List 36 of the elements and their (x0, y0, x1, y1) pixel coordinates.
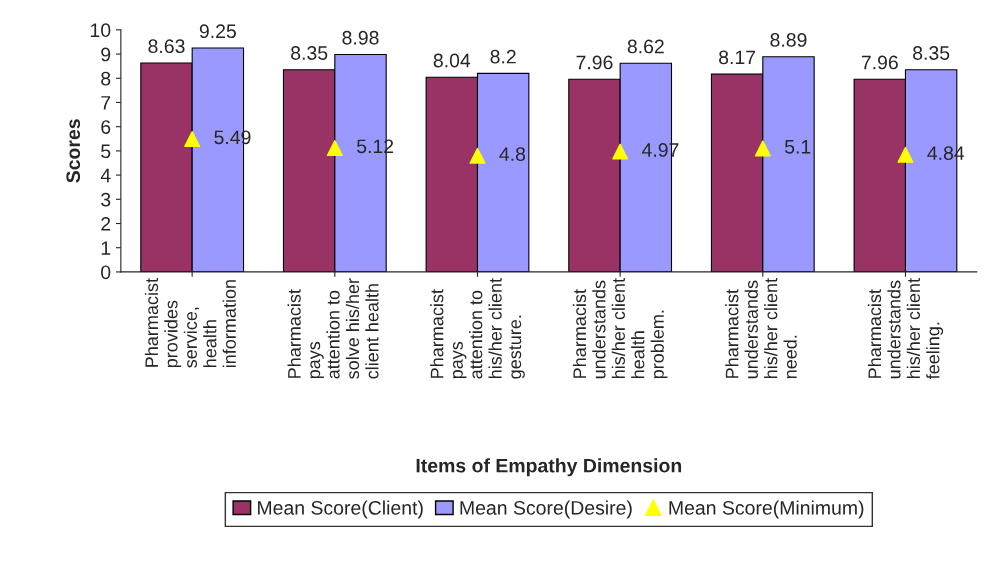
x-tick-label: Pharmacist pays attention to solve his/her client health (287, 278, 379, 379)
data-label: 8.63 (148, 39, 185, 54)
y-tick-label: 9 (101, 47, 111, 62)
x-tick-label: Pharmacist pays attention to his/her client gesture. (430, 278, 525, 379)
y-tick-label: 1 (101, 241, 111, 255)
y-tick-label: 4 (100, 168, 111, 183)
data-label: 8.35 (291, 46, 328, 60)
y-tick-label: 0 (101, 265, 111, 280)
data-label: 8.2 (490, 49, 516, 64)
y-tick-label: 7 (101, 96, 111, 110)
data-label: 8.62 (627, 39, 664, 54)
legend-label: Mean Score(Minimum) (669, 500, 864, 519)
data-label: 8.35 (913, 46, 950, 60)
y-axis-title: Scores (66, 119, 81, 183)
y-tick-label: 6 (101, 120, 111, 134)
legend-label: Mean Score(Desire) (460, 500, 632, 519)
x-tick-label: Pharmacist understands his/her client feeling. (867, 278, 944, 380)
y-tick-label: 5 (101, 144, 111, 159)
x-tick-label: Pharmacist understands his/her client health problem. (572, 278, 668, 379)
x-tick-label: Pharmacist understands his/her client need. (725, 278, 797, 379)
data-label: 9.25 (199, 24, 236, 39)
x-axis-title: Items of Empathy Dimension (416, 458, 682, 477)
data-label: 8.89 (770, 33, 807, 47)
data-label: 4.8 (499, 147, 526, 161)
y-tick-label: 2 (101, 216, 111, 231)
data-label: 5.1 (784, 140, 811, 154)
data-label: 8.17 (719, 50, 756, 65)
data-label: 8.98 (342, 30, 379, 45)
legend-label: Mean Score(Client) (258, 500, 423, 519)
data-label: 8.04 (433, 53, 471, 68)
y-tick-label: 8 (101, 71, 111, 86)
y-tick-label: 3 (101, 192, 111, 207)
data-label: 7.96 (861, 55, 898, 70)
data-label: 7.96 (576, 55, 613, 70)
y-tick-label: 10 (90, 23, 111, 38)
x-tick-label: Pharmacist provides service, health information (144, 278, 236, 368)
